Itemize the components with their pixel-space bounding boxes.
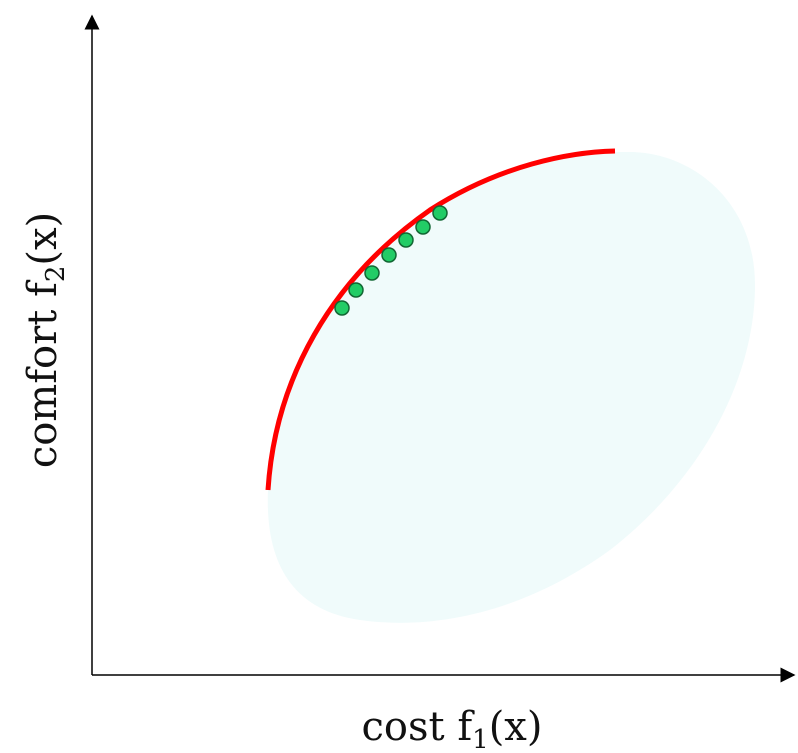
feasible-region — [267, 151, 755, 623]
x-axis-label: cost f1(x) — [362, 704, 543, 753]
x-axis-label-subscript: 1 — [472, 725, 489, 753]
x-axis-label-prefix: cost f — [362, 704, 476, 750]
pareto-point — [348, 282, 364, 298]
pareto-points — [334, 205, 448, 316]
x-axis-label-suffix: (x) — [489, 704, 543, 750]
pareto-point — [398, 232, 414, 248]
pareto-point — [334, 300, 350, 316]
y-axis-label-subscript: 2 — [41, 266, 71, 283]
pareto-point — [432, 205, 448, 221]
pareto-point — [364, 265, 380, 281]
pareto-front-curve — [265, 148, 616, 491]
y-axis-label-suffix: (x) — [20, 212, 66, 266]
pareto-point — [381, 247, 397, 263]
pareto-point — [415, 219, 431, 235]
y-axis-label: comfort f2(x) — [20, 212, 71, 468]
y-axis-label-prefix: comfort f — [20, 279, 66, 468]
